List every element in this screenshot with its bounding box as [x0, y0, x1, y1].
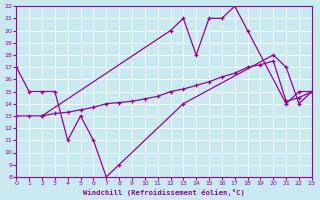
- X-axis label: Windchill (Refroidissement éolien,°C): Windchill (Refroidissement éolien,°C): [83, 189, 245, 196]
